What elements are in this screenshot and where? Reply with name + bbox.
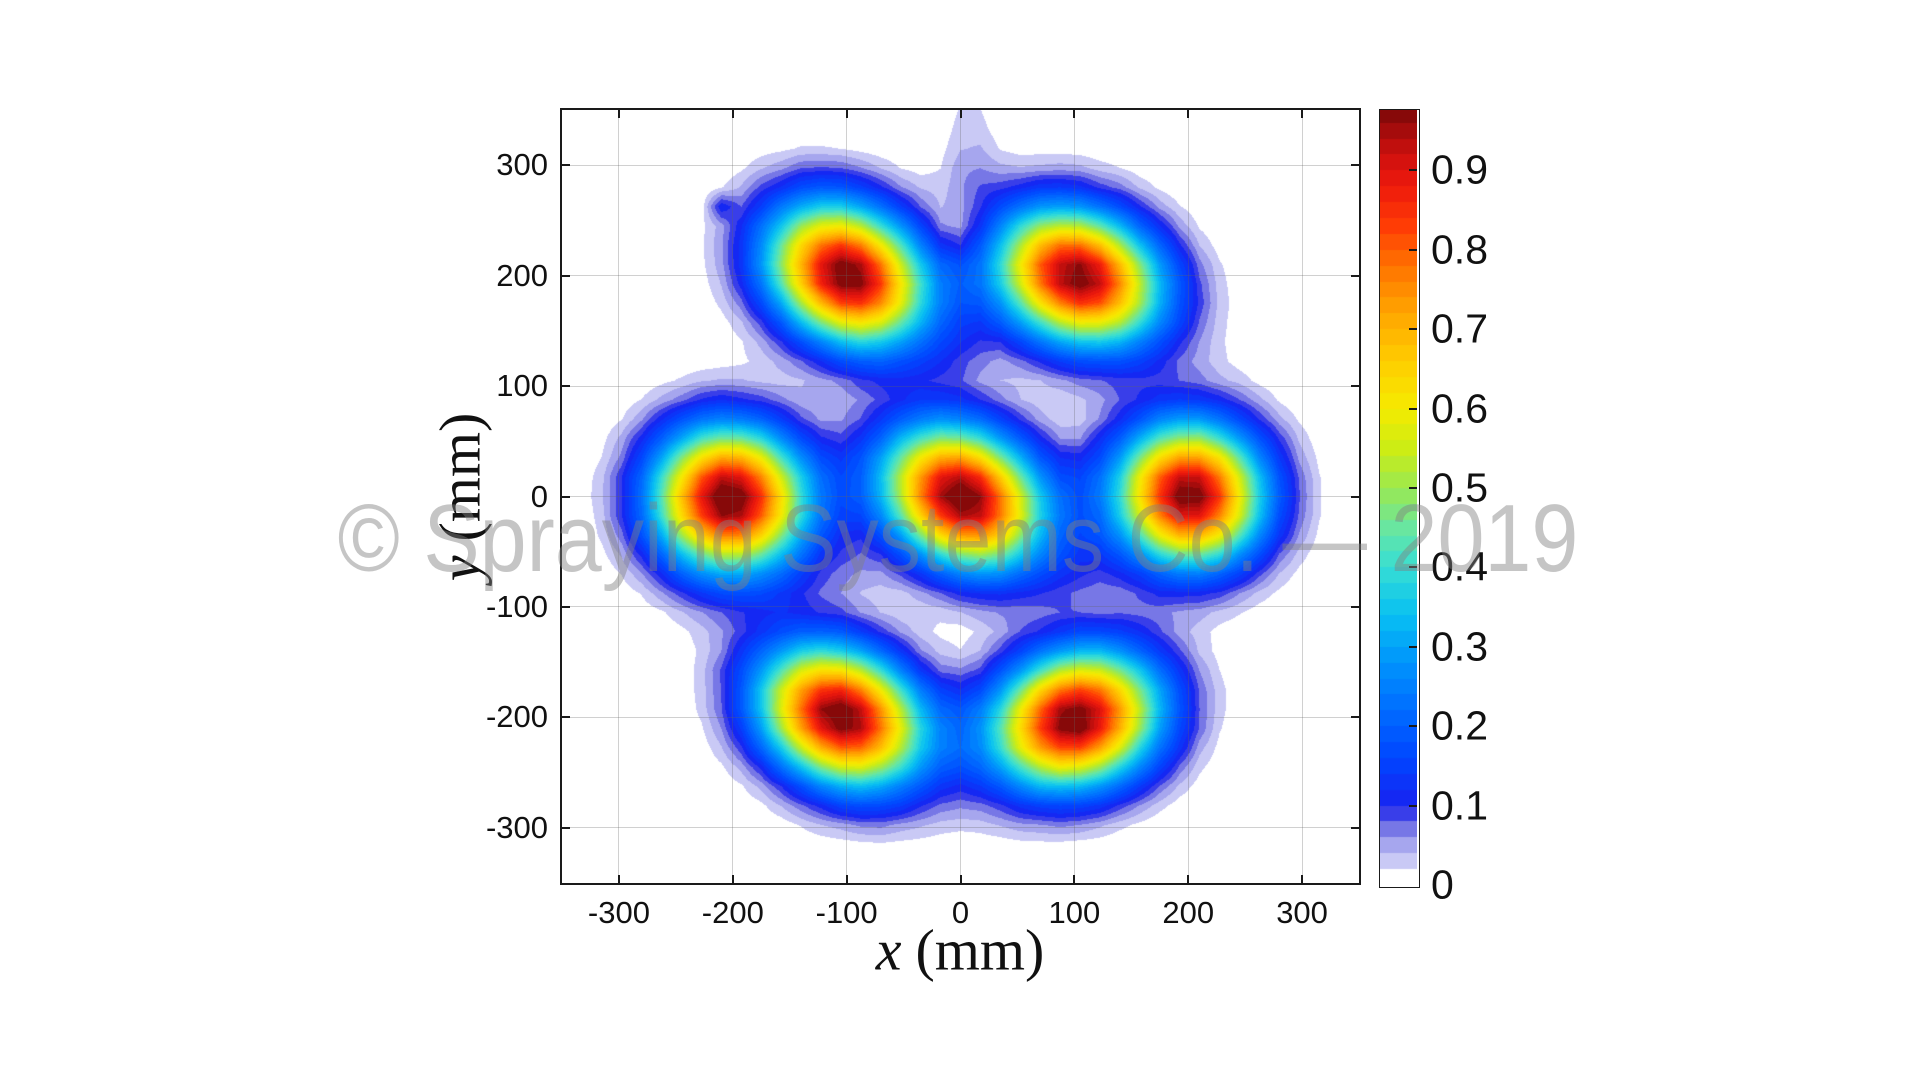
colorbar-canvas [1380, 110, 1417, 885]
x-tick-label: -100 [815, 895, 878, 930]
y-tick-label: 200 [496, 257, 548, 293]
colorbar-tick-mark [1409, 725, 1417, 728]
colorbar-tick-label: 0.6 [1431, 385, 1488, 432]
y-tick-label: 0 [530, 478, 548, 514]
colorbar-tick-mark [1409, 328, 1417, 331]
y-tick-mark [562, 164, 570, 167]
x-tick-mark [959, 875, 962, 883]
x-tick-mark-top [1187, 110, 1190, 118]
x-tick-mark-top [731, 110, 734, 118]
y-tick-mark [562, 605, 570, 608]
colorbar-tick-mark [1409, 248, 1417, 251]
colorbar-box [1379, 109, 1420, 888]
x-tick-mark [845, 875, 848, 883]
x-tick-label: 100 [1048, 895, 1101, 930]
x-tick-label: 300 [1276, 895, 1328, 930]
y-tick-mark-right [1351, 605, 1359, 608]
y-tick-mark-right [1351, 164, 1359, 167]
x-axis-unit: (mm) [915, 917, 1045, 983]
colorbar-tick-label: 0.1 [1431, 782, 1488, 829]
x-tick-mark-top [1073, 110, 1076, 118]
colorbar-tick-label: 0.3 [1431, 623, 1488, 670]
y-tick-mark-right [1351, 716, 1359, 719]
colorbar-tick-mark [1409, 645, 1417, 648]
contour-field-canvas [562, 110, 1359, 883]
x-axis-label: x (mm) [876, 917, 1045, 984]
y-tick-mark-right [1351, 274, 1359, 277]
x-tick-mark-top [959, 110, 962, 118]
watermark-text: © Spraying Systems Co. — 2019 [337, 485, 1579, 592]
colorbar-tick-mark [1409, 407, 1417, 410]
y-tick-mark-right [1351, 826, 1359, 829]
x-tick-label: -200 [701, 895, 764, 930]
colorbar-tick-label: 0.7 [1431, 305, 1488, 352]
x-tick-label: -300 [587, 895, 650, 930]
x-tick-mark [1187, 875, 1190, 883]
y-tick-mark [562, 495, 570, 498]
x-tick-mark-top [845, 110, 848, 118]
x-tick-mark [617, 875, 620, 883]
y-tick-mark [562, 274, 570, 277]
colorbar-tick-mark [1409, 566, 1417, 569]
x-tick-mark [1073, 875, 1076, 883]
x-axis-variable: x [875, 917, 902, 983]
x-tick-mark [731, 875, 734, 883]
x-tick-mark-top [617, 110, 620, 118]
x-tick-mark [1301, 875, 1304, 883]
colorbar-tick-label: 0 [1431, 861, 1454, 908]
y-tick-mark-right [1351, 495, 1359, 498]
y-tick-mark [562, 385, 570, 388]
y-tick-label: 100 [496, 368, 548, 404]
colorbar-tick-mark [1409, 804, 1417, 807]
colorbar-tick-label: 0.4 [1431, 543, 1488, 590]
x-tick-label: 200 [1162, 895, 1215, 930]
y-tick-label: -100 [485, 588, 548, 624]
y-tick-mark-right [1351, 385, 1359, 388]
y-tick-mark [562, 716, 570, 719]
y-tick-label: 300 [496, 147, 548, 183]
colorbar-tick-label: 0.2 [1431, 702, 1488, 749]
y-tick-label: -300 [485, 809, 548, 845]
colorbar-tick-label: 0.5 [1431, 464, 1488, 511]
x-tick-mark-top [1301, 110, 1304, 118]
colorbar-tick-mark [1409, 486, 1417, 489]
colorbar-tick-mark [1409, 169, 1417, 172]
colorbar-tick-label: 0.9 [1431, 146, 1488, 193]
y-tick-mark [562, 826, 570, 829]
x-tick-label: 0 [951, 895, 970, 930]
colorbar-tick-label: 0.8 [1431, 226, 1488, 273]
y-tick-label: -200 [485, 699, 548, 735]
